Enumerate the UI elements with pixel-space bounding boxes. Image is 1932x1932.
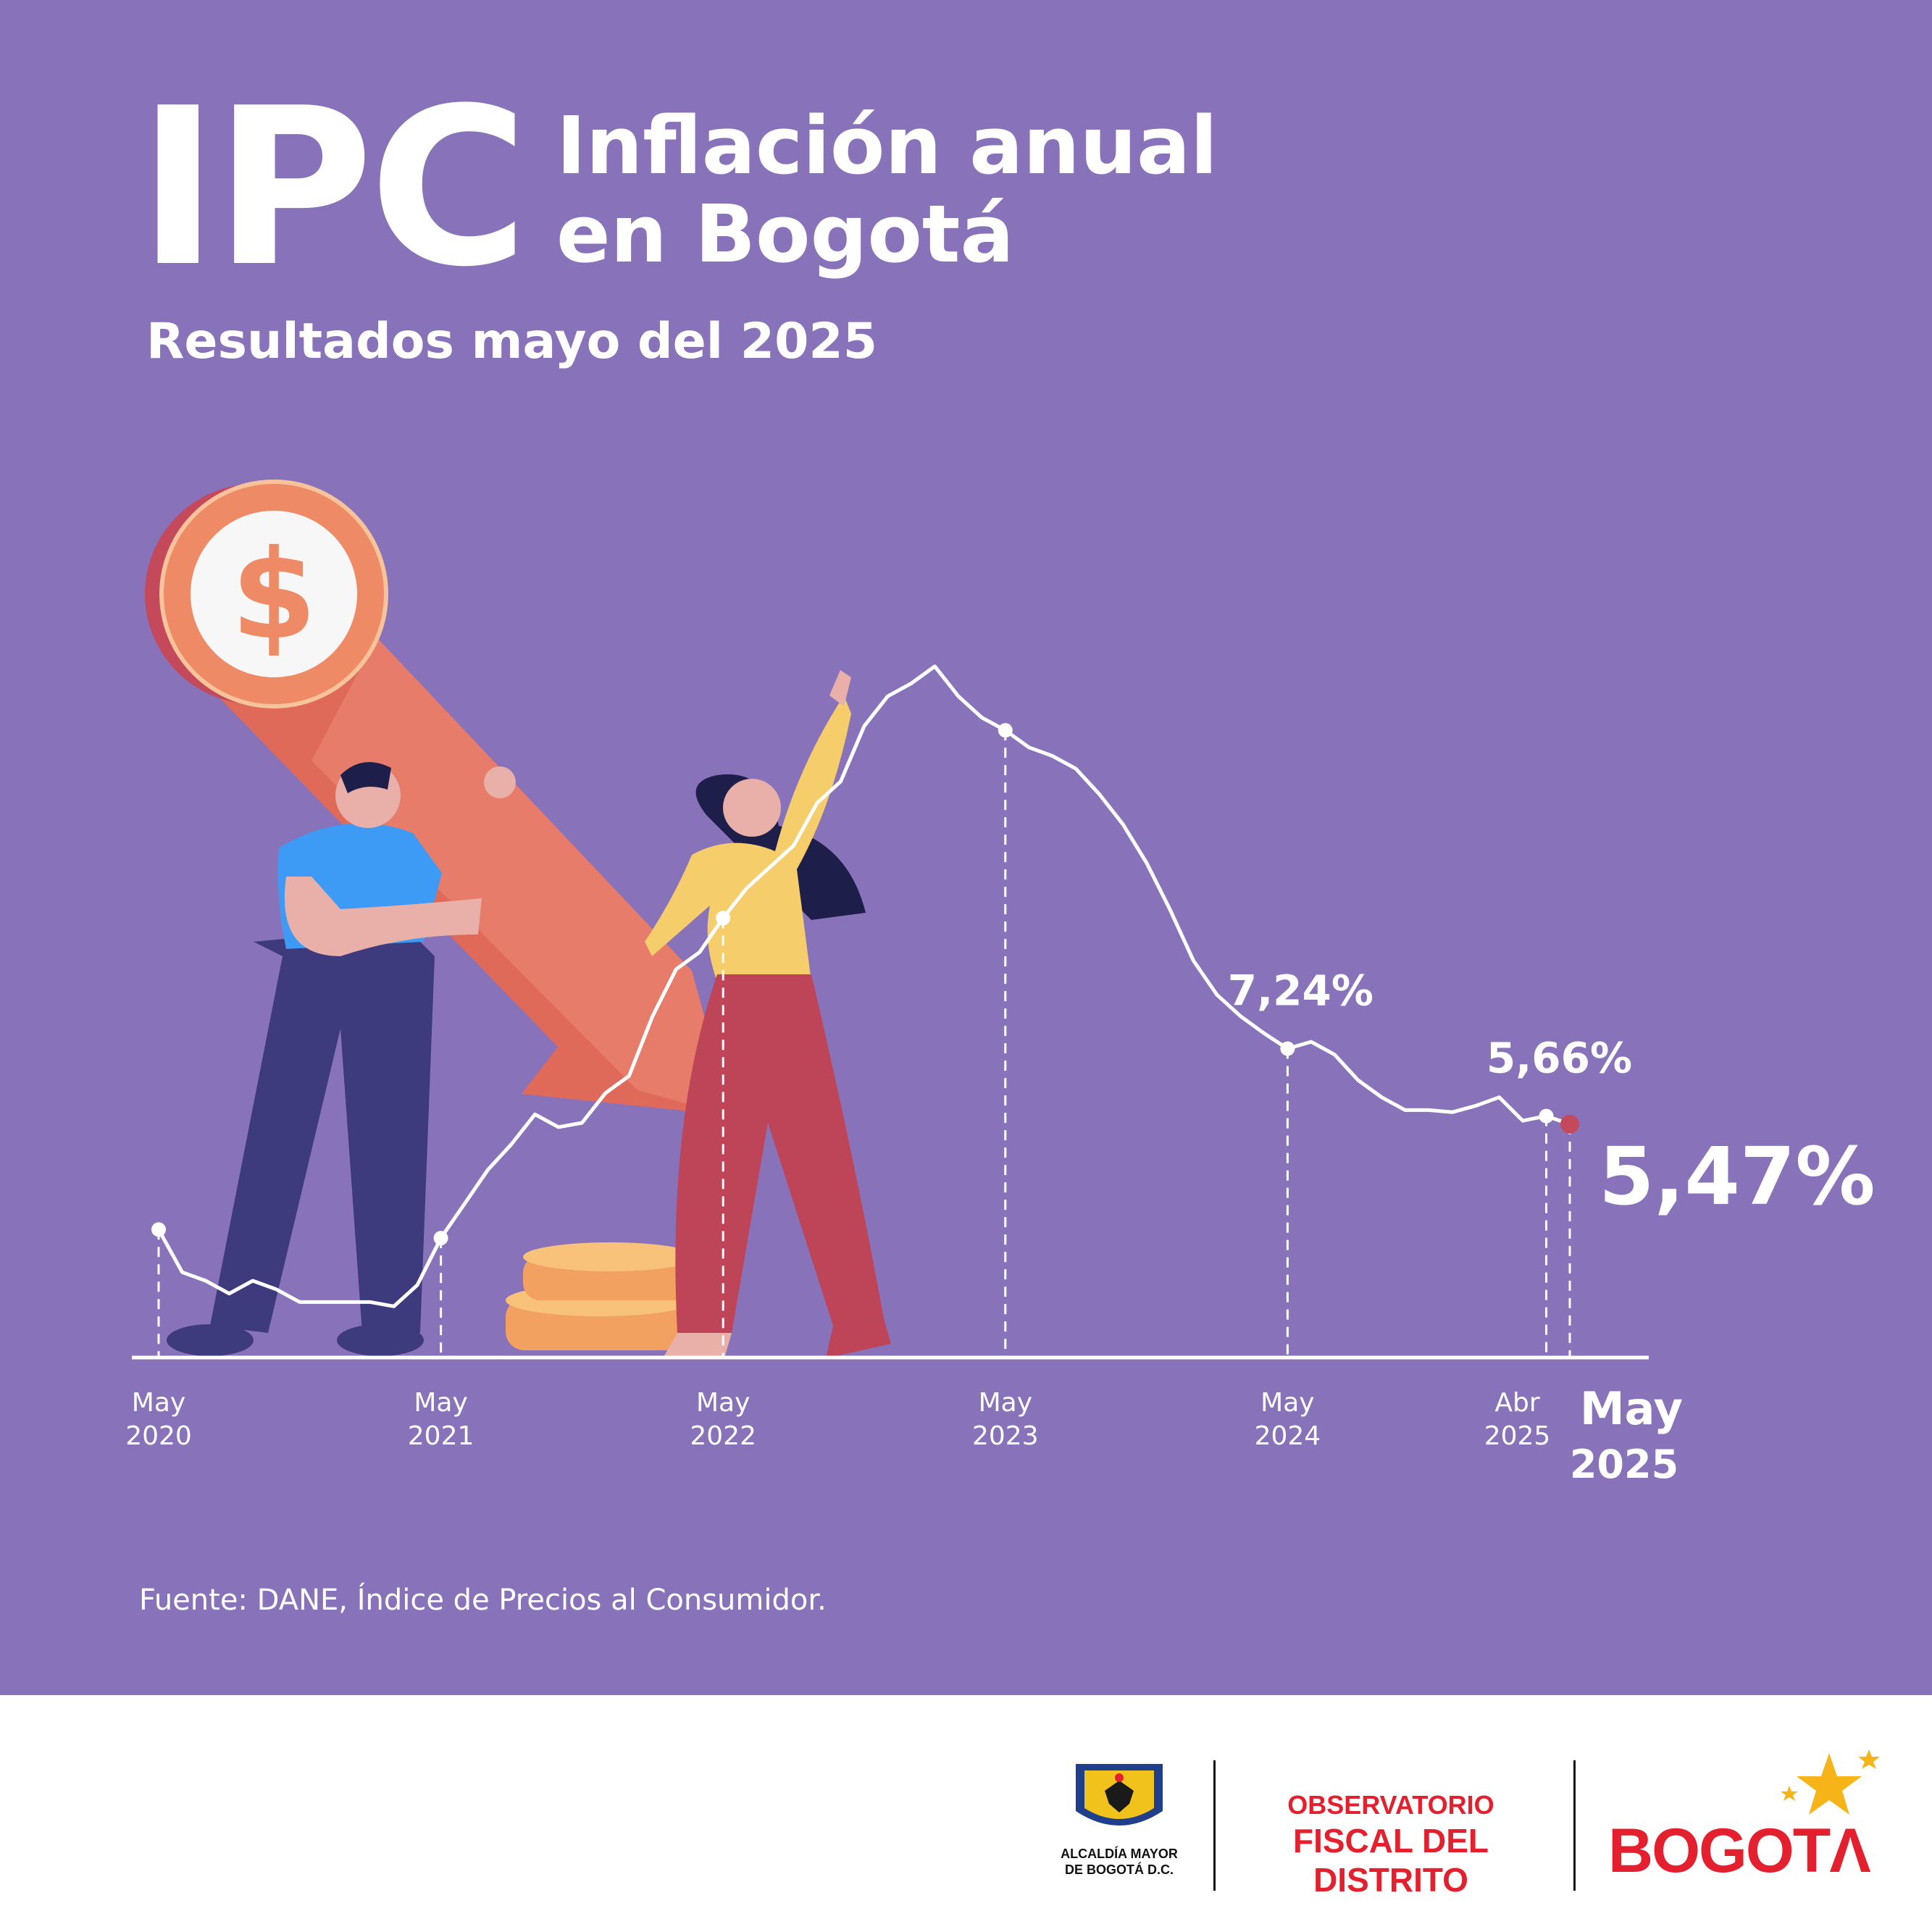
man-figure-icon xyxy=(167,762,516,1356)
latest-data-point xyxy=(1560,1114,1579,1134)
alcaldia-logo: ALCALDÍA MAYOR DE BOGOTÁ D.C. xyxy=(1061,1760,1178,1898)
coin-stack-icon xyxy=(506,1242,697,1350)
guide-lines xyxy=(157,730,1571,1358)
svg-text:$: $ xyxy=(231,524,317,667)
x-tick-label: May 2021 xyxy=(408,1388,474,1451)
x-tick-label: May 2020 xyxy=(125,1388,192,1451)
ipc-heading: IPC xyxy=(138,62,529,314)
divider xyxy=(1573,1760,1576,1891)
data-point xyxy=(151,1222,166,1237)
data-point xyxy=(716,911,731,926)
series-line xyxy=(156,664,1572,1308)
alcaldia-line-1: ALCALDÍA MAYOR xyxy=(1061,1847,1178,1861)
observatorio-logo: OBSERVATORIO FISCAL DEL DISTRITO xyxy=(1231,1789,1550,1899)
observatorio-line-2: FISCAL DEL DISTRITO xyxy=(1292,1822,1489,1899)
data-point xyxy=(998,723,1013,738)
illustration: $ xyxy=(145,480,891,1358)
title-line-2: en Bogotá xyxy=(556,188,1014,280)
observatorio-line-1: OBSERVATORIO xyxy=(1287,1790,1494,1820)
alcaldia-label: ALCALDÍA MAYOR DE BOGOTÁ D.C. xyxy=(1050,1846,1188,1878)
x-tick-label: May 2025 xyxy=(1570,1382,1683,1487)
data-label: 7,24% xyxy=(1228,966,1373,1016)
x-tick-label: May 2023 xyxy=(972,1388,1039,1451)
data-points xyxy=(151,723,1579,1246)
bogota-wordmark: BOGOTΛ xyxy=(1608,1816,1871,1886)
source-note: Fuente: DANE, Índice de Precios al Consu… xyxy=(139,1584,827,1617)
bogota-logo: BOGOTΛ xyxy=(1608,1746,1883,1905)
footer-logos: ALCALDÍA MAYOR DE BOGOTÁ D.C. OBSERVATOR… xyxy=(0,1695,1932,1932)
data-point xyxy=(1280,1041,1295,1056)
data-label: 5,66% xyxy=(1486,1034,1632,1083)
page-title: Inflación anual en Bogotá xyxy=(556,101,1218,278)
x-tick-label: May 2024 xyxy=(1255,1388,1321,1451)
alcaldia-line-2: DE BOGOTÁ D.C. xyxy=(1064,1862,1174,1877)
x-axis-ticks: May 2020 May 2021 May 2022 May 2023 May 2024 Abr 20… xyxy=(125,1382,1683,1487)
data-point xyxy=(1539,1108,1554,1124)
star-icon xyxy=(1781,1749,1880,1815)
data-label: 5,47% xyxy=(1599,1130,1875,1223)
down-arrow-icon xyxy=(217,594,732,1116)
subtitle: Resultados mayo del 2025 xyxy=(146,313,878,370)
data-labels: 7,24% 5,66% 5,47% xyxy=(1228,966,1875,1223)
shield-icon xyxy=(1076,1764,1163,1826)
dollar-coin-icon: $ xyxy=(145,480,388,708)
woman-figure-icon xyxy=(645,670,891,1358)
data-point xyxy=(433,1231,448,1246)
x-tick-label: Abr 2025 xyxy=(1484,1388,1551,1451)
x-tick-label: May 2022 xyxy=(690,1388,756,1451)
title-line-1: Inflación anual xyxy=(556,99,1218,192)
divider xyxy=(1213,1760,1216,1891)
line-chart: $ xyxy=(125,480,1875,1487)
